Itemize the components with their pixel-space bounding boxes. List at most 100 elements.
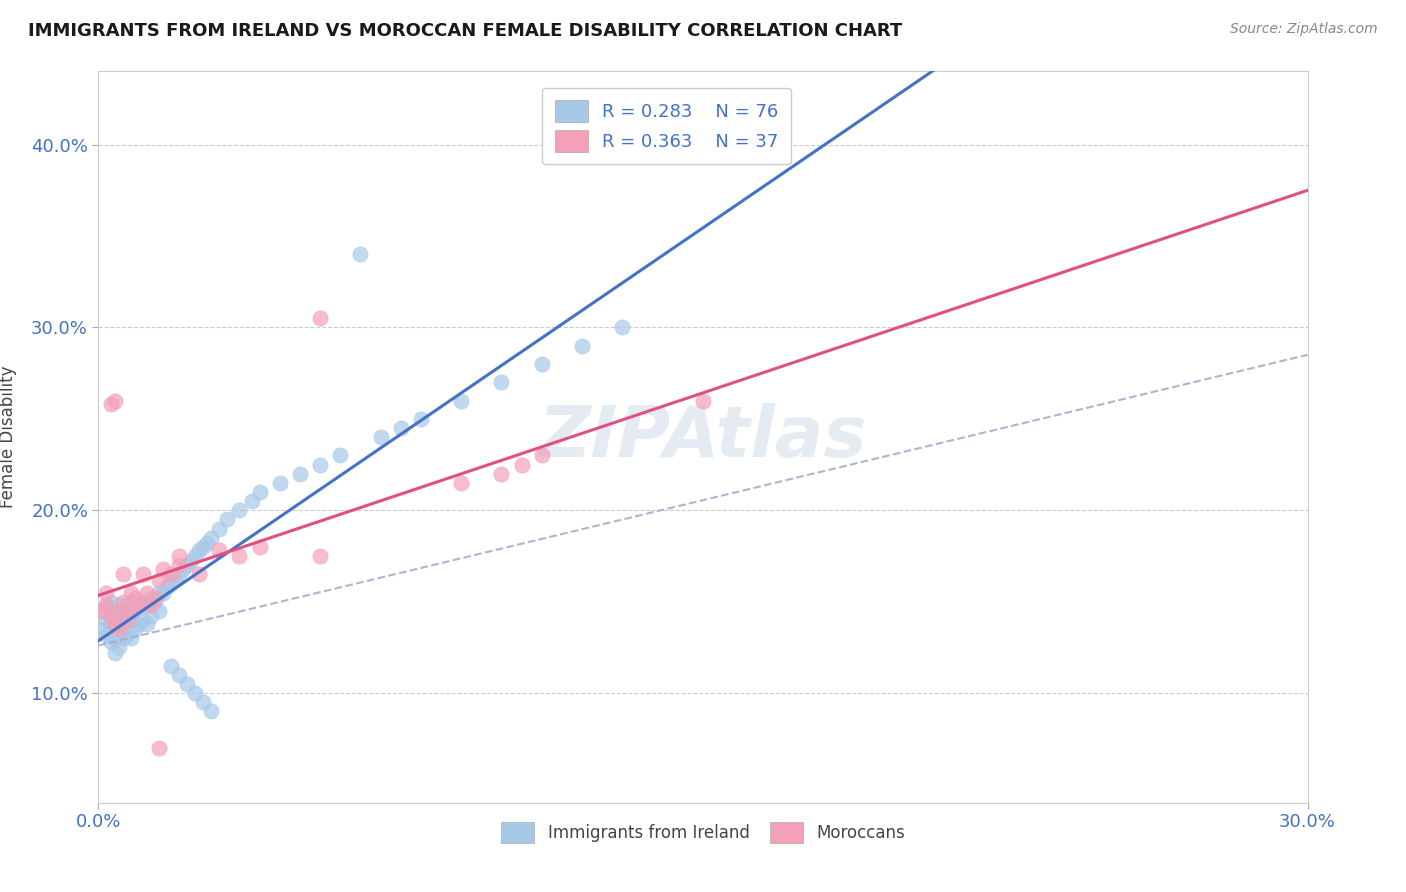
Point: [115, 613, 138, 627]
Point: [148, 604, 170, 618]
Point: [156, 580, 179, 594]
Point: [208, 543, 231, 558]
Point: [269, 475, 291, 490]
Y-axis label: Female Disability: Female Disability: [0, 366, 17, 508]
Point: [370, 430, 392, 444]
Point: [143, 594, 166, 608]
Text: IMMIGRANTS FROM IRELAND VS MOROCCAN FEMALE DISABILITY CORRELATION CHART: IMMIGRANTS FROM IRELAND VS MOROCCAN FEMA…: [28, 22, 903, 40]
Point: [172, 562, 194, 576]
Point: [450, 393, 472, 408]
Point: [176, 558, 198, 573]
Point: [180, 554, 202, 568]
Point: [120, 594, 142, 608]
Point: [120, 613, 142, 627]
Point: [124, 591, 146, 605]
Point: [139, 591, 162, 605]
Point: [200, 531, 222, 545]
Point: [167, 549, 190, 563]
Point: [309, 458, 332, 472]
Point: [120, 604, 142, 618]
Point: [160, 567, 183, 582]
Point: [195, 536, 218, 550]
Point: [132, 613, 155, 627]
Point: [228, 503, 250, 517]
Point: [115, 613, 138, 627]
Point: [329, 448, 352, 462]
Point: [91, 604, 114, 618]
Point: [143, 591, 166, 605]
Point: [148, 585, 170, 599]
Point: [103, 646, 125, 660]
Point: [240, 494, 263, 508]
Point: [124, 622, 146, 636]
Point: [135, 585, 157, 599]
Point: [107, 622, 129, 636]
Point: [132, 567, 155, 582]
Point: [139, 609, 162, 624]
Point: [188, 543, 211, 558]
Point: [148, 740, 170, 755]
Point: [103, 604, 125, 618]
Point: [96, 599, 118, 613]
Point: [96, 613, 118, 627]
Point: [167, 567, 190, 582]
Legend: Immigrants from Ireland, Moroccans: Immigrants from Ireland, Moroccans: [495, 815, 911, 849]
Point: [193, 695, 215, 709]
Point: [152, 562, 174, 576]
Point: [107, 640, 129, 655]
Point: [100, 609, 122, 624]
Point: [152, 585, 174, 599]
Point: [163, 573, 186, 587]
Point: [176, 677, 198, 691]
Point: [107, 604, 129, 618]
Point: [115, 599, 138, 613]
Point: [139, 599, 162, 613]
Point: [120, 585, 142, 599]
Point: [91, 622, 114, 636]
Point: [96, 599, 118, 613]
Point: [692, 393, 714, 408]
Point: [135, 599, 157, 613]
Point: [111, 632, 134, 646]
Point: [124, 604, 146, 618]
Point: [107, 613, 129, 627]
Point: [193, 540, 215, 554]
Point: [389, 421, 412, 435]
Point: [160, 658, 183, 673]
Point: [491, 375, 513, 389]
Point: [249, 485, 271, 500]
Point: [491, 467, 513, 481]
Point: [91, 604, 114, 618]
Point: [249, 540, 271, 554]
Point: [612, 320, 634, 334]
Point: [132, 594, 155, 608]
Point: [184, 686, 207, 700]
Point: [111, 594, 134, 608]
Text: ZIPAtlas: ZIPAtlas: [538, 402, 868, 472]
Point: [103, 393, 125, 408]
Point: [100, 594, 122, 608]
Point: [530, 357, 553, 371]
Point: [188, 567, 211, 582]
Point: [450, 475, 472, 490]
Point: [96, 585, 118, 599]
Point: [107, 599, 129, 613]
Point: [510, 458, 533, 472]
Point: [128, 599, 150, 613]
Point: [167, 667, 190, 681]
Point: [100, 609, 122, 624]
Point: [128, 599, 150, 613]
Point: [200, 705, 222, 719]
Point: [309, 549, 332, 563]
Point: [160, 576, 183, 591]
Point: [103, 616, 125, 631]
Point: [111, 567, 134, 582]
Point: [148, 573, 170, 587]
Point: [115, 627, 138, 641]
Point: [103, 616, 125, 631]
Point: [111, 616, 134, 631]
Point: [530, 448, 553, 462]
Point: [288, 467, 311, 481]
Point: [100, 397, 122, 411]
Point: [120, 632, 142, 646]
